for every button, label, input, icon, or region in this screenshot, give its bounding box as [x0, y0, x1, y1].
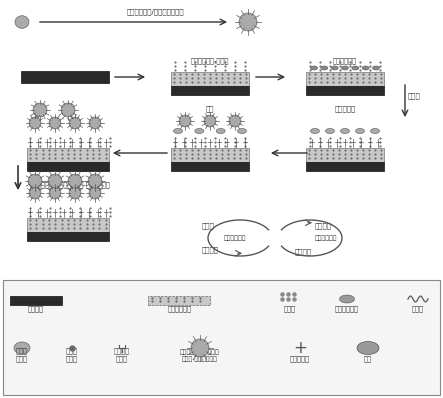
- Text: 聚苯乙
烯微球: 聚苯乙 烯微球: [16, 348, 28, 362]
- Ellipse shape: [311, 66, 318, 70]
- Text: 细胞: 细胞: [206, 105, 214, 112]
- Ellipse shape: [229, 115, 241, 127]
- Text: 牛血清蛋白: 牛血清蛋白: [334, 105, 356, 112]
- Ellipse shape: [341, 129, 350, 133]
- Ellipse shape: [33, 103, 47, 117]
- Ellipse shape: [89, 117, 101, 129]
- Bar: [27, 148, 109, 162]
- Text: 壳聚糖: 壳聚糖: [284, 305, 296, 312]
- Ellipse shape: [237, 129, 246, 133]
- Text: 抗上皮磁附因子-聚苯乙
烯微球-辣根过氧化酶: 抗上皮磁附因子-聚苯乙 烯微球-辣根过氧化酶: [180, 350, 220, 362]
- Ellipse shape: [357, 341, 379, 355]
- Ellipse shape: [69, 117, 81, 129]
- Text: +: +: [293, 339, 307, 357]
- Ellipse shape: [179, 115, 191, 127]
- Bar: [27, 232, 109, 241]
- Bar: [171, 72, 249, 86]
- Ellipse shape: [49, 117, 61, 129]
- Ellipse shape: [311, 129, 319, 133]
- Bar: [3, 280, 440, 395]
- Ellipse shape: [88, 174, 102, 188]
- Text: 葡萄糖氧化酶: 葡萄糖氧化酶: [333, 57, 357, 64]
- Bar: [10, 296, 62, 305]
- Ellipse shape: [48, 174, 62, 188]
- Ellipse shape: [191, 339, 209, 357]
- Text: 葡萄糖酸: 葡萄糖酸: [202, 247, 219, 253]
- Bar: [171, 162, 249, 171]
- Ellipse shape: [49, 187, 61, 199]
- Text: 葡萄糖氧化酶: 葡萄糖氧化酶: [224, 235, 246, 241]
- Bar: [306, 148, 384, 162]
- Ellipse shape: [216, 129, 225, 133]
- Text: 适配体: 适配体: [412, 305, 424, 312]
- Ellipse shape: [29, 187, 41, 199]
- Text: 细胞: 细胞: [364, 355, 372, 362]
- Ellipse shape: [61, 103, 75, 117]
- Ellipse shape: [355, 129, 365, 133]
- Text: 辣根过氧化酶/抗上皮磁附因子: 辣根过氧化酶/抗上皮磁附因子: [126, 8, 184, 15]
- Ellipse shape: [342, 66, 349, 70]
- Ellipse shape: [373, 66, 380, 70]
- Ellipse shape: [370, 129, 380, 133]
- Bar: [306, 162, 384, 171]
- Ellipse shape: [362, 66, 369, 70]
- Bar: [27, 218, 109, 232]
- Ellipse shape: [352, 66, 359, 70]
- Ellipse shape: [331, 66, 338, 70]
- Ellipse shape: [195, 129, 204, 133]
- Ellipse shape: [174, 129, 183, 133]
- Text: 过氧化氢: 过氧化氢: [295, 249, 312, 255]
- Bar: [171, 86, 249, 95]
- Text: 牛血清蛋白: 牛血清蛋白: [290, 355, 310, 362]
- Text: 多壁碳纳米管-壳聚膜: 多壁碳纳米管-壳聚膜: [191, 57, 229, 64]
- Bar: [306, 86, 384, 95]
- Bar: [21, 71, 109, 83]
- Ellipse shape: [69, 187, 81, 199]
- Ellipse shape: [321, 66, 328, 70]
- Text: 适配体: 适配体: [408, 93, 421, 100]
- Ellipse shape: [14, 342, 30, 354]
- Bar: [306, 72, 384, 86]
- Bar: [27, 162, 109, 171]
- Text: 辣根过
氧化酶: 辣根过 氧化酶: [66, 348, 78, 362]
- Ellipse shape: [326, 129, 334, 133]
- Text: 辣根过氧化酶: 辣根过氧化酶: [315, 235, 338, 241]
- Text: 氧气、水: 氧气、水: [315, 223, 332, 229]
- Bar: [148, 296, 210, 305]
- Text: 抗上皮磁附因子-聚苯乙烯微球-辣根过氧化酶: 抗上皮磁附因子-聚苯乙烯微球-辣根过氧化酶: [30, 181, 111, 188]
- Ellipse shape: [15, 16, 29, 28]
- Bar: [171, 148, 249, 162]
- Ellipse shape: [339, 295, 354, 303]
- Text: 葡萄糖氧化酶: 葡萄糖氧化酶: [335, 305, 359, 312]
- Text: 葡萄糖: 葡萄糖: [202, 223, 215, 229]
- Text: 玻碳电极: 玻碳电极: [28, 305, 44, 312]
- Ellipse shape: [28, 174, 42, 188]
- Ellipse shape: [239, 13, 257, 31]
- Ellipse shape: [204, 115, 216, 127]
- Text: 多壁碳纳米管: 多壁碳纳米管: [168, 305, 192, 312]
- Ellipse shape: [89, 187, 101, 199]
- Ellipse shape: [29, 117, 41, 129]
- Text: 抗上皮磁
附因子: 抗上皮磁 附因子: [114, 348, 130, 362]
- Ellipse shape: [68, 174, 82, 188]
